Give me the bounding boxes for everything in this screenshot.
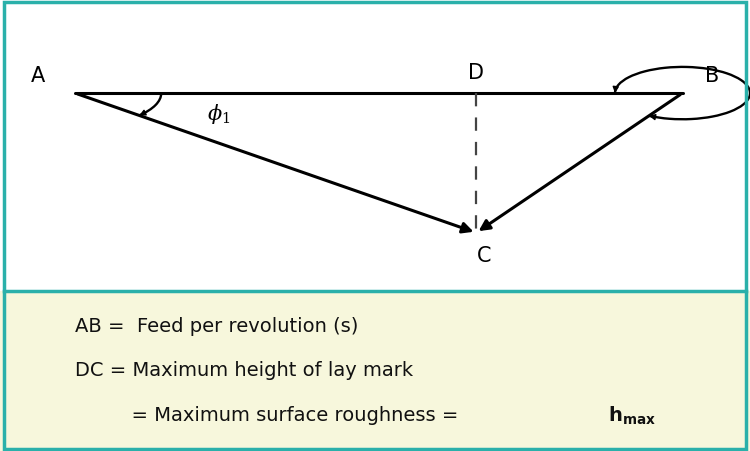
Text: D: D: [468, 63, 484, 83]
Text: B: B: [705, 66, 720, 86]
Text: C: C: [476, 246, 491, 266]
Text: DC = Maximum height of lay mark: DC = Maximum height of lay mark: [75, 361, 413, 381]
Text: = Maximum surface roughness =: = Maximum surface roughness =: [94, 406, 464, 425]
Text: AB =  Feed per revolution (s): AB = Feed per revolution (s): [75, 317, 358, 336]
Text: $\phi_1$: $\phi_1$: [207, 102, 230, 126]
Text: $\mathbf{h}_{\mathbf{max}}$: $\mathbf{h}_{\mathbf{max}}$: [608, 405, 656, 427]
Text: A: A: [30, 66, 45, 86]
